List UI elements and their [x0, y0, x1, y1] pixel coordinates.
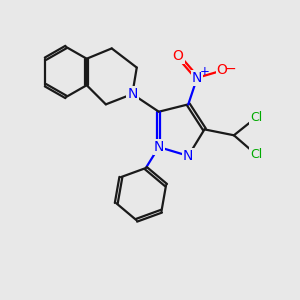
Text: −: −: [225, 62, 236, 76]
Text: N: N: [183, 149, 194, 163]
Text: O: O: [217, 64, 228, 77]
Text: O: O: [172, 49, 183, 63]
Text: +: +: [200, 65, 209, 78]
Text: Cl: Cl: [250, 148, 262, 161]
Text: N: N: [192, 71, 202, 85]
Text: N: N: [154, 140, 164, 154]
Text: Cl: Cl: [250, 111, 262, 124]
Text: N: N: [127, 87, 137, 101]
